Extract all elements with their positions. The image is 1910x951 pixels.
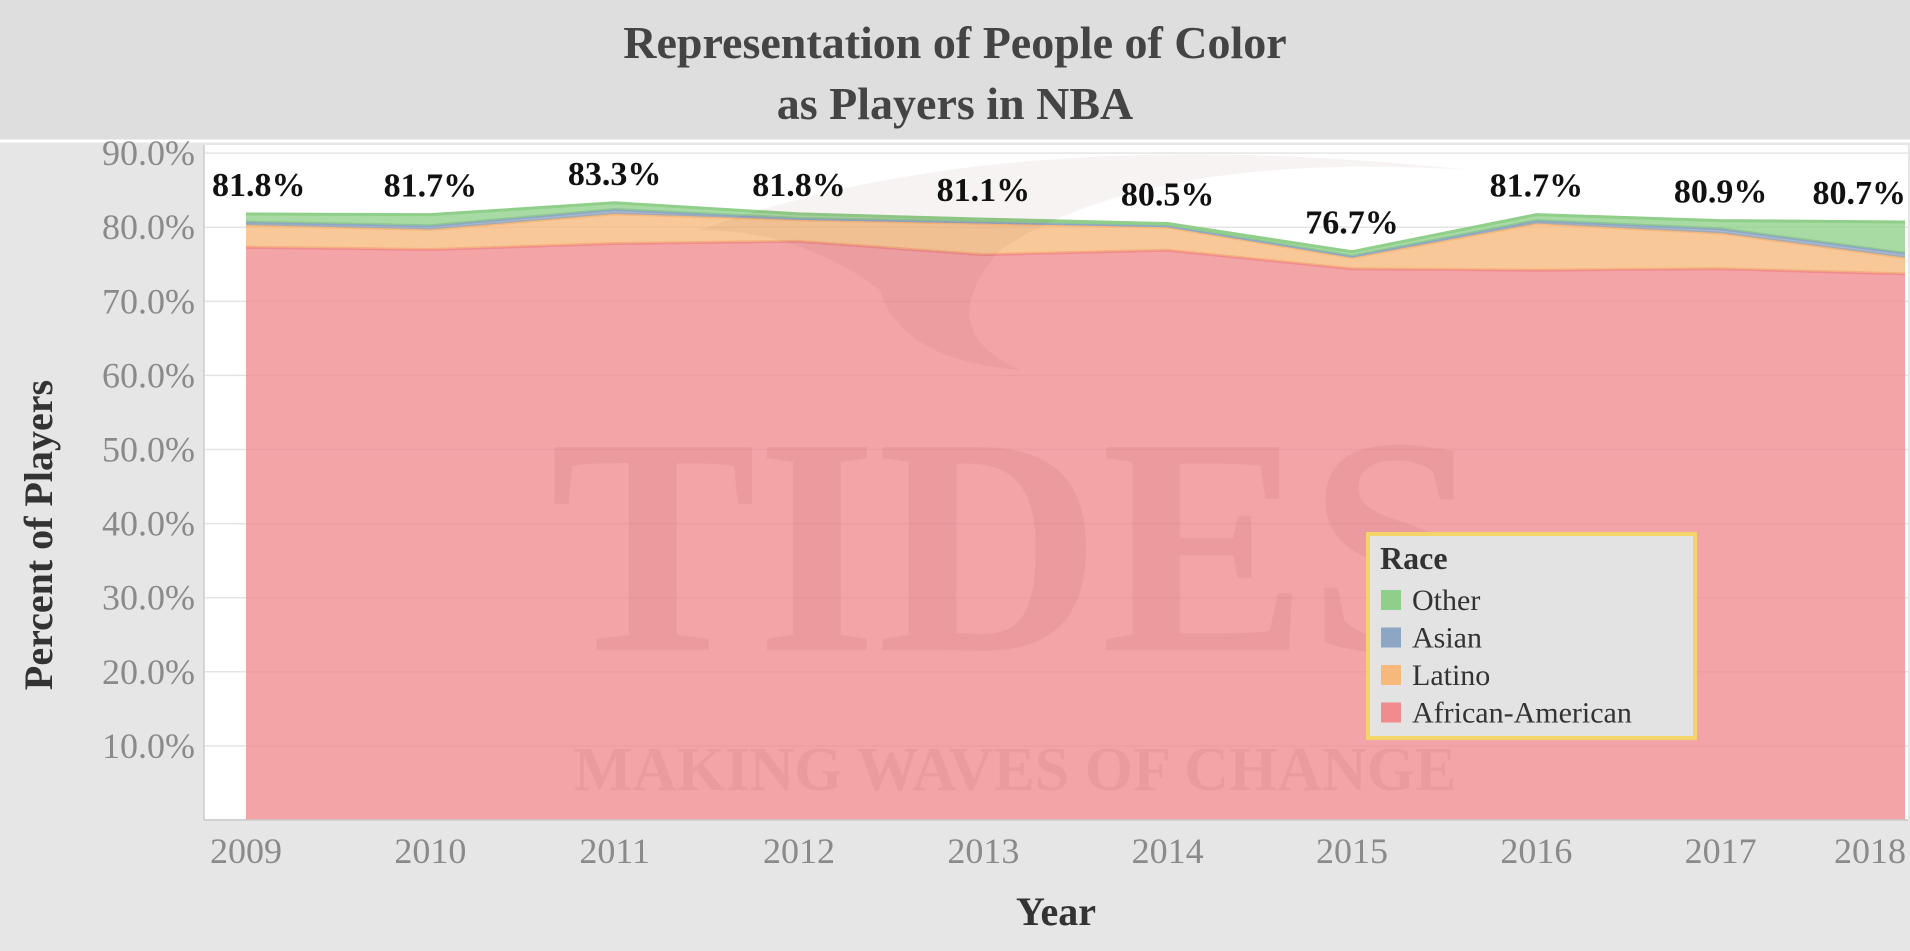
y-tick-label: 50.0% [102,430,195,470]
x-tick-label: 2013 [947,831,1019,871]
y-tick-label: 70.0% [102,281,195,321]
x-tick-label: 2016 [1500,831,1572,871]
watermark-tagline: MAKING WAVES OF CHANGE [574,736,1456,804]
legend-box [1366,532,1697,740]
legend-label: Asian [1412,622,1482,655]
x-tick-label: 2011 [579,831,650,871]
x-tick-label: 2010 [394,831,466,871]
y-axis-title: Percent of Players [16,380,61,690]
area-edge-african-american [245,239,1906,276]
y-tick-label: 60.0% [102,355,195,395]
chart-title-line2: as Players in NBA [777,78,1134,129]
legend-swatch [1381,627,1401,648]
x-tick-label: 2015 [1316,831,1388,871]
area-latino [246,213,1905,274]
legend-swatch [1381,590,1401,610]
y-tick-label: 10.0% [102,726,195,766]
total-label: 80.9% [1674,174,1768,211]
watermark-text: TIDES [550,375,1480,718]
y-tick-label: 90.0% [102,133,195,173]
x-axis-title: Year [1016,889,1096,934]
chart-title-line1: Representation of People of Color [623,17,1286,68]
total-label: 81.7% [1490,168,1584,205]
total-label: 81.1% [937,172,1031,209]
total-label: 76.7% [1305,205,1399,242]
y-tick-label: 80.0% [102,207,195,247]
x-tick-label: 2018 [1834,831,1906,871]
total-label: 80.7% [1813,175,1907,212]
x-tick-label: 2009 [210,831,282,871]
x-axis-ticks: 2009 2010 2011 2012 2013 2014 2015 2016 2017 2018 [210,831,1906,871]
total-label: 81.8% [212,167,306,204]
legend-label: Other [1412,584,1480,617]
legend-title: Race [1380,540,1448,576]
legend-items: Other Asian Latino African-American [1381,584,1632,730]
total-label: 81.8% [752,167,846,204]
x-tick-label: 2012 [763,831,835,871]
total-label: 80.5% [1121,177,1215,214]
legend-swatch [1381,665,1401,685]
total-labels: 81.8% 81.7% 83.3% 81.8% 81.1% 80.5% 76.7% 81.7%… [212,156,1906,242]
x-tick-label: 2014 [1132,831,1204,871]
legend: Race Other Asian Latino African-American [1366,532,1697,740]
legend-swatch [1381,702,1401,723]
total-label: 81.7% [384,168,478,205]
title-band [0,0,1910,140]
total-label: 83.3% [568,156,662,193]
y-tick-label: 20.0% [102,652,195,692]
watermark: TIDES MAKING WAVES OF CHANGE [550,154,1480,804]
legend-label: Latino [1412,659,1490,692]
area-edge-other [245,201,1906,254]
legend-label: African-American [1412,697,1632,730]
y-tick-label: 40.0% [102,504,195,544]
watermark-swoosh [700,154,1470,370]
y-tick-label: 30.0% [102,578,195,618]
y-axis-ticks: 10.0% 20.0% 30.0% 40.0% 50.0% 60.0% 70.0% 80.0%… [102,133,195,766]
x-tick-label: 2017 [1685,831,1757,871]
